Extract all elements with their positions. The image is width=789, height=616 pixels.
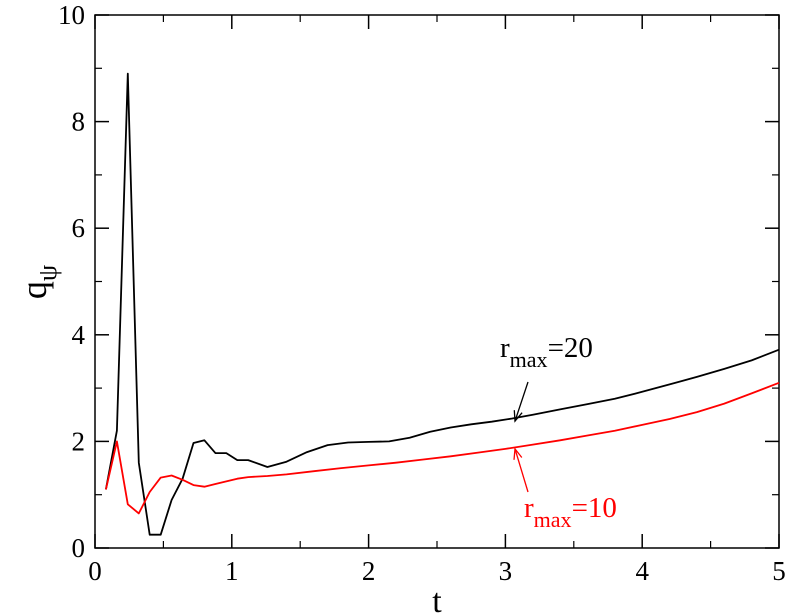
annotation-arrowhead-2 <box>513 447 523 460</box>
x-axis-label: t <box>432 583 442 616</box>
annotation-arrow-2 <box>514 448 529 493</box>
series-layer <box>105 72 780 536</box>
y-tick-label: 4 <box>72 320 86 350</box>
y-axis-label-main: q <box>14 281 54 299</box>
x-tick-label: 0 <box>88 556 102 586</box>
x-tick-label: 2 <box>362 556 376 586</box>
y-tick-label: 2 <box>72 426 86 456</box>
y-tick-label: 10 <box>58 0 85 30</box>
annotation-arrowhead-1 <box>513 410 523 423</box>
y-tick-label: 0 <box>72 533 86 563</box>
plot-frame <box>94 14 780 549</box>
annotation-layer: rmax=20 rmax=10 <box>500 332 617 532</box>
series-line-1 <box>105 72 780 536</box>
y-axis-ticks: 0 2 4 6 8 10 <box>58 0 779 563</box>
y-axis-label: qψ <box>14 265 62 299</box>
y-tick-label: 8 <box>72 107 86 137</box>
x-tick-label: 5 <box>772 556 786 586</box>
annotation-label-1: rmax=20 <box>500 332 593 372</box>
x-axis-ticks: 0 1 2 3 4 5 <box>88 15 786 586</box>
series-line-2 <box>105 381 780 515</box>
x-tick-label: 3 <box>499 556 513 586</box>
y-tick-label: 6 <box>72 213 86 243</box>
x-tick-label: 1 <box>225 556 239 586</box>
y-axis-label-subscript: ψ <box>33 265 62 281</box>
x-tick-label: 4 <box>635 556 649 586</box>
annotation-label-2: rmax=10 <box>524 492 617 532</box>
annotation-arrow-1 <box>514 381 529 422</box>
